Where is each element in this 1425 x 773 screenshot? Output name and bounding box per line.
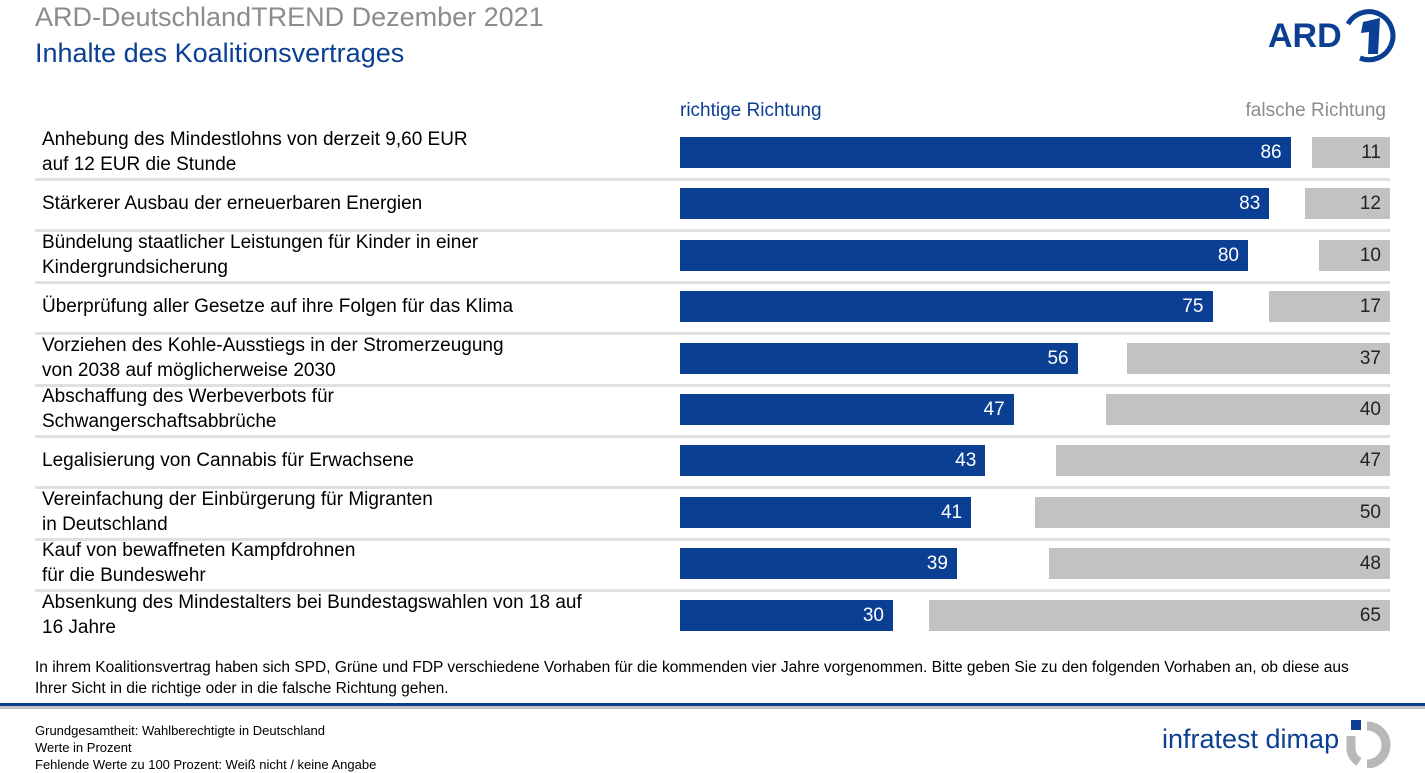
category-label: Absenkung des Mindestalters bei Bundesta… bbox=[42, 590, 662, 640]
row-divider bbox=[35, 537, 1390, 541]
category-label-line: Stärkerer Ausbau der erneuerbaren Energi… bbox=[42, 193, 423, 215]
footer-rule-grey bbox=[0, 706, 1425, 709]
bar-falsche-richtung: 48 bbox=[1049, 548, 1390, 580]
bar-richtige-richtung: 86 bbox=[680, 137, 1291, 168]
row-divider bbox=[35, 178, 1390, 181]
bar-richtige-richtung: 80 bbox=[680, 239, 1248, 271]
category-label-line: Vereinfachung der Einbürgerung für Migra… bbox=[42, 488, 433, 510]
category-label: Anhebung des Mindestlohns von derzeit 9,… bbox=[42, 127, 662, 177]
category-label-line: für die Bundeswehr bbox=[42, 565, 206, 587]
row-divider bbox=[35, 435, 1390, 438]
bar-falsche-richtung: 37 bbox=[1127, 342, 1390, 374]
svg-text:ARD: ARD bbox=[1268, 17, 1342, 55]
category-label: Bündelung staatlicher Leistungen für Kin… bbox=[42, 230, 662, 280]
report-title: ARD-DeutschlandTREND Dezember 2021 bbox=[35, 2, 544, 32]
legend-richtige-richtung: richtige Richtung bbox=[680, 100, 822, 121]
row-divider bbox=[35, 280, 1390, 284]
bar-richtige-richtung: 43 bbox=[680, 445, 986, 477]
category-label-line: Legalisierung von Cannabis für Erwachsen… bbox=[42, 450, 414, 472]
bar-richtige-richtung: 47 bbox=[680, 394, 1014, 425]
category-label-line: 16 Jahre bbox=[42, 616, 116, 638]
bar-richtige-richtung: 41 bbox=[680, 496, 972, 528]
category-label-line: Kauf von bewaffneten Kampfdrohnen bbox=[42, 540, 356, 562]
category-label-line: von 2038 auf möglicherweise 2030 bbox=[42, 359, 336, 381]
category-label-line: Kindergrundsicherung bbox=[42, 256, 228, 278]
ard-logo: ARD bbox=[1268, 9, 1396, 63]
infratest-dimap-brand: infratest dimap bbox=[1162, 724, 1340, 754]
bar-falsche-richtung: 11 bbox=[1311, 137, 1390, 168]
bar-falsche-richtung: 65 bbox=[928, 599, 1390, 631]
bar-falsche-richtung: 12 bbox=[1304, 188, 1390, 220]
category-label-line: Abschaffung des Werbeverbots für bbox=[42, 386, 334, 407]
row-divider bbox=[35, 229, 1390, 233]
category-label: Abschaffung des Werbeverbots für Schwange… bbox=[42, 384, 662, 434]
category-label-line: in Deutschland bbox=[42, 513, 168, 535]
category-label: Stärkerer Ausbau der erneuerbaren Energi… bbox=[42, 191, 662, 216]
footer-line: Fehlende Werte zu 100 Prozent: Weiß nich… bbox=[35, 757, 377, 772]
bar-richtige-richtung: 83 bbox=[680, 188, 1270, 220]
bar-falsche-richtung: 40 bbox=[1106, 394, 1390, 425]
footer-rule-blue bbox=[0, 703, 1425, 706]
bar-richtige-richtung: 75 bbox=[680, 291, 1213, 323]
row-divider bbox=[35, 332, 1390, 336]
infratest-dimap-logo-icon bbox=[1346, 720, 1391, 768]
category-label: Kauf von bewaffneten Kampfdrohnen für die… bbox=[42, 538, 662, 588]
legend-falsche-richtung: falsche Richtung bbox=[1245, 100, 1386, 121]
footer-line: Werte in Prozent bbox=[35, 740, 132, 755]
category-label: Vorziehen des Kohle-Ausstiegs in der Str… bbox=[42, 333, 662, 383]
row-divider bbox=[35, 383, 1390, 387]
category-label-line: Schwangerschaftsabbrüche bbox=[42, 411, 277, 432]
footer-notes: Grundgesamtheit: Wahlberechtigte in Deut… bbox=[35, 722, 376, 773]
row-divider bbox=[35, 589, 1390, 593]
bar-falsche-richtung: 10 bbox=[1319, 239, 1390, 271]
footer-line: Grundgesamtheit: Wahlberechtigte in Deut… bbox=[35, 723, 326, 738]
bar-richtige-richtung: 39 bbox=[680, 548, 957, 580]
bar-falsche-richtung: 17 bbox=[1269, 291, 1390, 323]
question-note: In ihrem Koalitionsvertrag haben sich SP… bbox=[35, 659, 1349, 697]
category-label-line: Absenkung des Mindestalters bei Bundesta… bbox=[42, 591, 582, 613]
category-label: Vereinfachung der Einbürgerung für Migra… bbox=[42, 487, 662, 537]
category-label: Überprüfung aller Gesetze auf ihre Folge… bbox=[42, 294, 662, 319]
bar-richtige-richtung: 56 bbox=[680, 342, 1078, 374]
category-label-line: Überprüfung aller Gesetze auf ihre Folge… bbox=[42, 296, 514, 318]
category-label-line: Anhebung des Mindestlohns von derzeit 9,… bbox=[42, 129, 468, 150]
category-label-line: auf 12 EUR die Stunde bbox=[42, 154, 237, 175]
bar-falsche-richtung: 47 bbox=[1056, 445, 1390, 477]
bar-falsche-richtung: 50 bbox=[1035, 496, 1390, 528]
row-divider bbox=[35, 486, 1390, 490]
bar-richtige-richtung: 30 bbox=[680, 599, 893, 631]
category-label: Legalisierung von Cannabis für Erwachsen… bbox=[42, 448, 662, 473]
category-label-line: Vorziehen des Kohle-Ausstiegs in der Str… bbox=[42, 334, 504, 356]
chart-subtitle: Inhalte des Koalitionsvertrages bbox=[35, 38, 405, 68]
category-label-line: Bündelung staatlicher Leistungen für Kin… bbox=[42, 231, 479, 253]
